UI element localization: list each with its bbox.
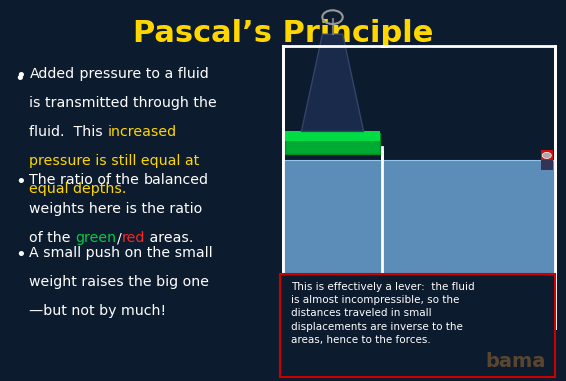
Text: •: • xyxy=(15,173,26,191)
Polygon shape xyxy=(301,34,364,131)
FancyBboxPatch shape xyxy=(283,160,382,328)
FancyBboxPatch shape xyxy=(280,274,555,377)
Text: The ratio of the: The ratio of the xyxy=(29,173,144,187)
Text: of the: of the xyxy=(29,231,75,245)
Text: pressure is still equal at: pressure is still equal at xyxy=(29,154,200,168)
Text: •: • xyxy=(15,67,26,85)
Text: •: • xyxy=(14,70,25,88)
Text: Pascal’s Principle: Pascal’s Principle xyxy=(133,19,433,48)
Text: fluid.  This: fluid. This xyxy=(29,125,108,139)
Text: /: / xyxy=(117,231,121,245)
Text: —but not by much!: —but not by much! xyxy=(29,304,166,318)
Text: This is effectively a lever:  the fluid
is almost incompressible, so the
distanc: This is effectively a lever: the fluid i… xyxy=(291,282,475,345)
Text: weight raises the big one: weight raises the big one xyxy=(29,275,209,289)
Text: increased: increased xyxy=(108,125,177,139)
Text: bama: bama xyxy=(486,352,546,371)
Text: green: green xyxy=(75,231,117,245)
Text: is transmitted through the: is transmitted through the xyxy=(29,96,217,110)
FancyBboxPatch shape xyxy=(285,133,380,154)
FancyBboxPatch shape xyxy=(541,160,553,170)
Text: areas.: areas. xyxy=(145,231,193,245)
Text: weights here is the ratio: weights here is the ratio xyxy=(29,202,203,216)
Text: balanced: balanced xyxy=(144,173,209,187)
Text: Added: Added xyxy=(29,67,75,81)
Text: A small push on the small: A small push on the small xyxy=(29,246,213,260)
Text: red: red xyxy=(121,231,145,245)
FancyBboxPatch shape xyxy=(541,150,553,160)
FancyBboxPatch shape xyxy=(382,160,555,328)
Text: •: • xyxy=(15,246,26,264)
Circle shape xyxy=(542,152,551,158)
Text: equal depths.: equal depths. xyxy=(29,182,127,197)
FancyBboxPatch shape xyxy=(285,131,380,141)
Text: pressure to a fluid: pressure to a fluid xyxy=(75,67,208,81)
